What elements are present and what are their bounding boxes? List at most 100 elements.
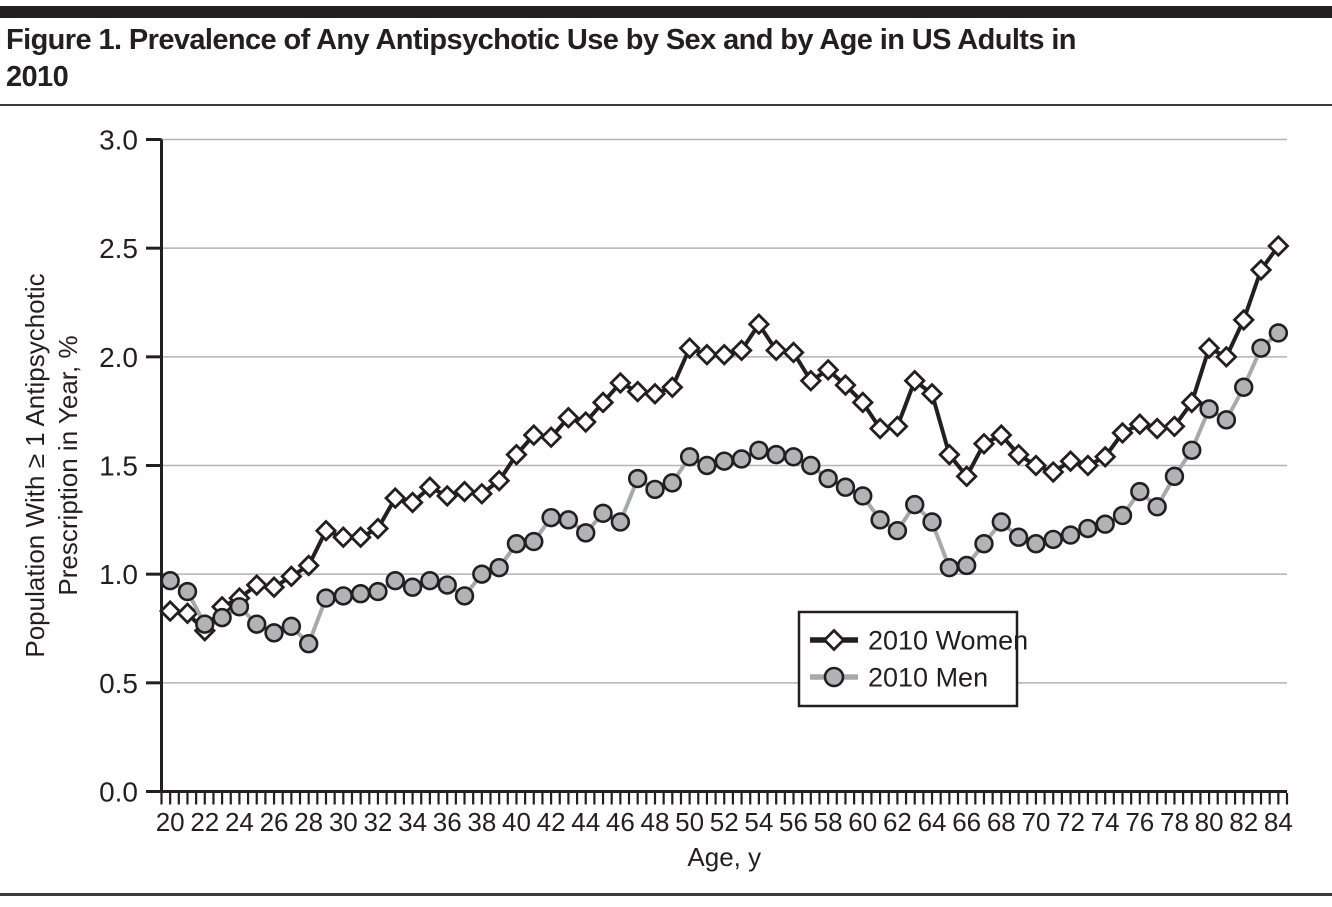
women-point <box>436 484 459 508</box>
figure-title: Figure 1. Prevalence of Any Antipsychoti… <box>6 22 1077 96</box>
women-point <box>938 443 961 466</box>
y-tick-label: 0.5 <box>99 668 138 699</box>
men-point <box>333 586 354 606</box>
women-point <box>661 376 684 399</box>
x-tick-label: 26 <box>260 807 289 837</box>
y-tick-label: 3.0 <box>99 125 138 156</box>
women-point <box>1111 421 1134 445</box>
figure-title-line1: Figure 1. Prevalence of Any Antipsychoti… <box>6 24 1077 56</box>
title-separator-rule <box>0 104 1332 106</box>
women-point <box>1163 415 1186 438</box>
men-point <box>749 440 769 460</box>
men-point <box>835 477 856 497</box>
x-tick-label: 76 <box>1125 807 1154 837</box>
men-point <box>524 531 544 552</box>
women-point <box>678 336 701 360</box>
men-point <box>1008 527 1029 547</box>
men-point <box>506 534 527 554</box>
men-point <box>1147 497 1167 517</box>
women-point <box>920 382 944 405</box>
x-tick-label: 68 <box>987 807 1016 837</box>
women-point <box>539 426 563 449</box>
men-point <box>593 503 613 524</box>
x-tick-label: 62 <box>883 807 912 837</box>
men-point <box>1026 534 1046 554</box>
women-series <box>158 234 1290 642</box>
x-tick-label: 52 <box>710 807 739 837</box>
men-point <box>645 479 665 500</box>
men-point <box>489 557 509 578</box>
men-point <box>714 451 734 471</box>
women-point <box>470 482 494 505</box>
women-point <box>280 565 303 588</box>
women-point <box>1024 454 1048 477</box>
men-point <box>766 444 786 465</box>
men-point <box>1216 410 1237 430</box>
men-point <box>1234 377 1254 397</box>
men-point <box>298 634 319 654</box>
women-point <box>453 480 476 503</box>
legend: 2010 Women 2010 Men <box>797 610 1028 708</box>
x-tick-label: 22 <box>190 807 219 837</box>
women-point <box>297 554 320 577</box>
figure-bottom-rule <box>0 893 1332 896</box>
x-tick-label: 64 <box>918 807 947 837</box>
women-point <box>245 573 268 597</box>
x-tick-label: 54 <box>744 807 773 837</box>
y-axis-title-line2: Prescription in Year, % <box>53 335 83 595</box>
women-point <box>1267 234 1290 258</box>
men-point <box>212 607 232 628</box>
men-point <box>1078 518 1098 539</box>
women-point <box>522 423 545 447</box>
women-point <box>1197 336 1221 360</box>
women-point <box>1094 445 1117 468</box>
women-point <box>1007 443 1030 466</box>
y-tick-label: 0.0 <box>99 777 138 808</box>
men-point <box>472 564 492 584</box>
legend-box <box>797 610 1019 708</box>
x-tick-label: 38 <box>467 807 496 837</box>
men-point <box>974 534 994 554</box>
men-point <box>350 584 371 604</box>
men-series <box>160 323 1289 654</box>
x-tick-label: 84 <box>1264 807 1293 837</box>
x-tick-label: 48 <box>641 807 670 837</box>
legend-circle-marker <box>823 666 845 688</box>
y-tick-label: 2.5 <box>99 233 138 264</box>
men-point <box>160 570 180 591</box>
women-point <box>886 415 909 438</box>
legend-label: 2010 Women <box>868 626 1028 656</box>
men-point <box>368 581 388 602</box>
x-tick-label: 32 <box>363 807 392 837</box>
men-point <box>818 468 838 489</box>
women-point <box>903 369 926 392</box>
women-point <box>1249 258 1273 282</box>
men-point <box>541 507 561 528</box>
women-point <box>487 469 511 492</box>
x-tick-label: 40 <box>502 807 531 837</box>
men-point <box>1043 529 1063 550</box>
women-point <box>505 443 528 466</box>
women-point <box>1232 308 1255 332</box>
women-point <box>176 602 199 625</box>
men-point <box>887 520 908 541</box>
y-tick-label: 1.5 <box>99 451 138 482</box>
y-tick-label: 1.0 <box>99 559 138 590</box>
women-point <box>1059 449 1082 473</box>
x-tick-label: 74 <box>1091 807 1120 837</box>
women-point <box>314 519 338 542</box>
men-point <box>177 581 198 602</box>
women-point <box>1215 345 1238 369</box>
men-point <box>420 570 440 591</box>
x-tick-label: 36 <box>433 807 462 837</box>
women-line <box>169 244 1280 633</box>
legend-label: 2010 Men <box>868 663 988 693</box>
men-point <box>610 512 631 532</box>
men-point <box>385 570 405 591</box>
women-point <box>591 391 615 414</box>
x-tick-label: 20 <box>156 807 185 837</box>
x-tick-label: 60 <box>848 807 877 837</box>
women-point <box>401 491 424 514</box>
